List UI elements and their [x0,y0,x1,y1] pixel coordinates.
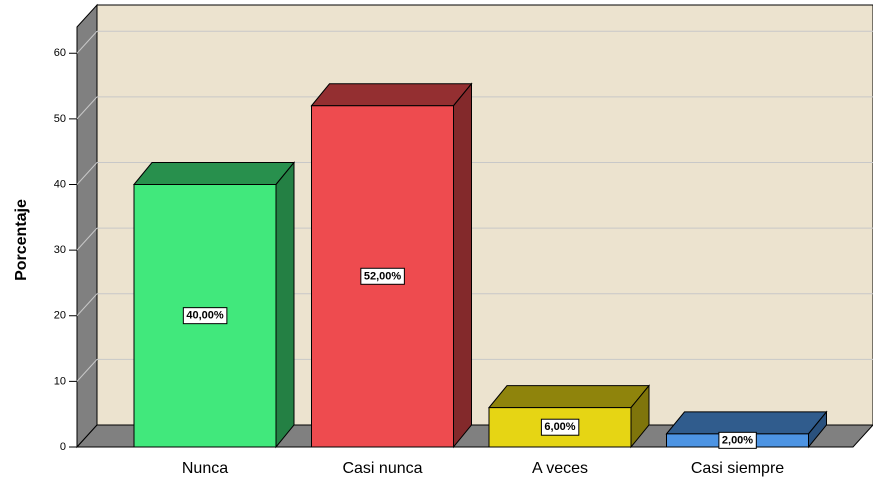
y-axis-label: Porcentaje [13,199,30,281]
bar-top [310,83,473,107]
bar-side [275,161,295,449]
y-tick-label: 30 [54,244,66,256]
x-tick-label: Casi nunca [342,460,422,477]
y-tick-label: 0 [60,441,66,453]
y-tick-label: 60 [54,47,66,59]
grid-line [76,359,98,382]
value-label-box [718,431,757,449]
value-label-box [540,418,580,436]
grid-line [76,227,98,251]
bar-top [132,162,296,185]
x-tick-label: A veces [532,460,588,477]
value-label-box [182,307,228,325]
value-label: 2,00% [722,434,753,446]
bar-top [665,411,828,435]
y-tick-label: 20 [54,310,66,322]
x-tick-label: Casi siempre [691,460,784,477]
value-label: 6,00% [544,421,575,433]
grid-line [76,96,98,120]
grid-line [76,293,98,317]
bar-top [487,385,651,409]
y-tick-label: 40 [54,178,66,190]
grid-line [76,162,98,185]
bar-side [453,82,472,449]
y-tick-label: 50 [54,113,66,125]
y-tick-label: 10 [54,375,66,387]
value-label-box [360,267,405,285]
side-wall [76,3,98,449]
grid-line [76,30,98,54]
x-tick-label: Nunca [182,460,228,477]
value-label: 52,00% [364,270,402,282]
value-label: 40,00% [186,310,224,322]
